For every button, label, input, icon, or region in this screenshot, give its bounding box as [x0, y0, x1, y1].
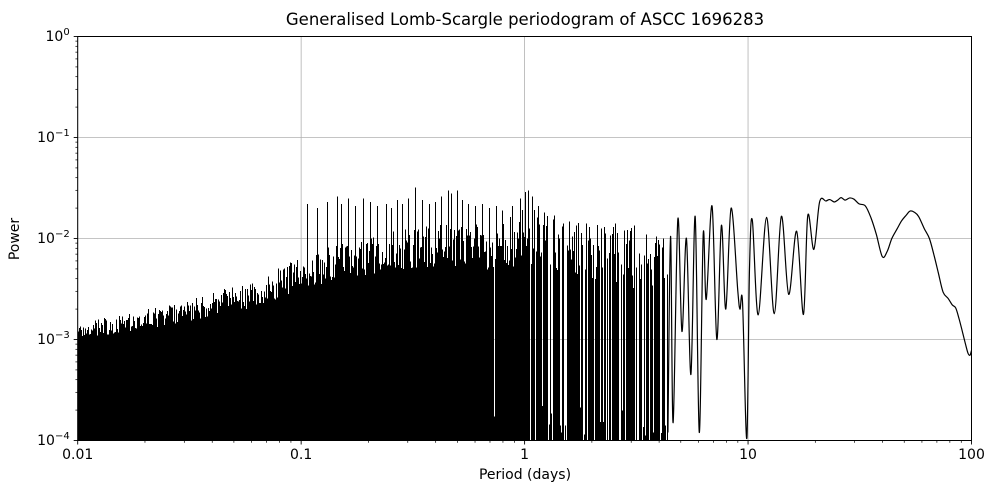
x-tick-label: 10	[739, 447, 757, 463]
x-tick-labels: 0.01 0.1 1 10 100	[62, 447, 985, 463]
x-tick-label: 100	[958, 447, 985, 463]
y-axis-ticks	[73, 36, 78, 441]
chart-title: Generalised Lomb-Scargle periodogram of …	[285, 10, 765, 29]
x-axis-label: Period (days)	[478, 467, 572, 483]
periodogram-curve	[667, 197, 972, 439]
y-tick-label: 10−1	[37, 128, 70, 146]
y-tick-label: 10−2	[37, 229, 70, 247]
y-tick-label: 100	[45, 27, 69, 45]
y-tick-label: 10−3	[37, 330, 70, 348]
x-tick-label: 0.1	[290, 447, 312, 463]
x-tick-label: 1	[520, 447, 529, 463]
x-axis-ticks	[77, 440, 972, 445]
x-tick-label: 0.01	[62, 447, 93, 463]
dense-periodogram-fill	[78, 187, 668, 441]
y-axis-label: Power	[7, 217, 23, 261]
